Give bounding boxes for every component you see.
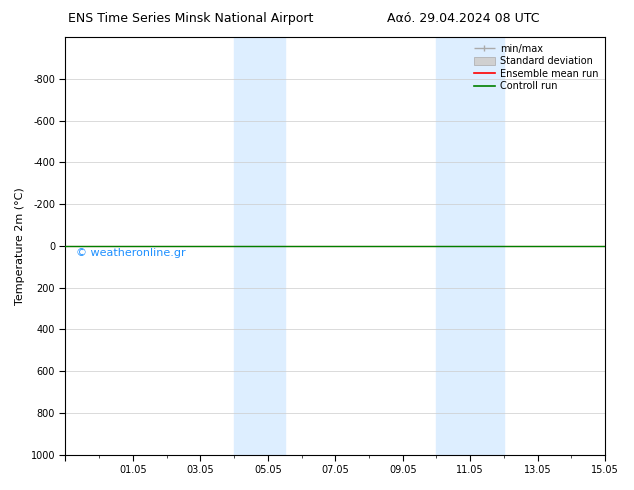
Bar — [234, 37, 285, 455]
Text: ENS Time Series Minsk National Airport: ENS Time Series Minsk National Airport — [67, 12, 313, 25]
Legend: min/max, Standard deviation, Ensemble mean run, Controll run: min/max, Standard deviation, Ensemble me… — [472, 42, 600, 93]
Text: Ααό. 29.04.2024 08 UTC: Ααό. 29.04.2024 08 UTC — [387, 12, 539, 25]
Text: © weatheronline.gr: © weatheronline.gr — [76, 248, 186, 258]
Bar — [436, 37, 504, 455]
Y-axis label: Temperature 2m (°C): Temperature 2m (°C) — [15, 187, 25, 305]
